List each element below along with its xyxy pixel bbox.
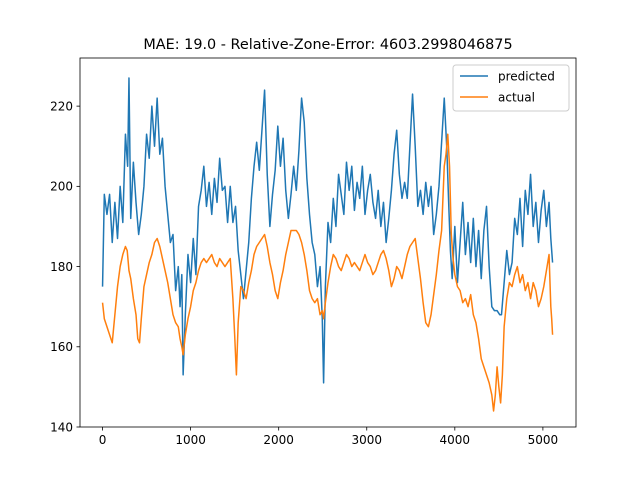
y-tick-label: 200 xyxy=(50,180,73,194)
x-tick-label: 1000 xyxy=(175,433,206,447)
axes: 0 1000 2000 3000 4000 5000 140 160 180 200 220 xyxy=(50,57,577,447)
x-tick-label: 0 xyxy=(99,433,107,447)
y-tick-label: 180 xyxy=(50,260,73,274)
plot-area xyxy=(101,77,554,412)
legend-label-predicted: predicted xyxy=(498,69,555,83)
y-tick-label: 140 xyxy=(50,420,73,434)
y-tick-label: 220 xyxy=(50,99,73,113)
x-tick-label: 2000 xyxy=(263,433,294,447)
series-line-predicted xyxy=(101,77,554,384)
chart-title: MAE: 19.0 - Relative-Zone-Error: 4603.29… xyxy=(143,37,512,53)
y-tick-label: 160 xyxy=(50,340,73,354)
x-tick-label: 5000 xyxy=(528,433,559,447)
x-tick-label: 4000 xyxy=(440,433,471,447)
legend-label-actual: actual xyxy=(498,90,535,104)
x-tick-label: 3000 xyxy=(351,433,382,447)
legend: predicted actual xyxy=(452,64,570,112)
axes-frame xyxy=(79,57,577,428)
series-line-actual xyxy=(101,133,554,412)
